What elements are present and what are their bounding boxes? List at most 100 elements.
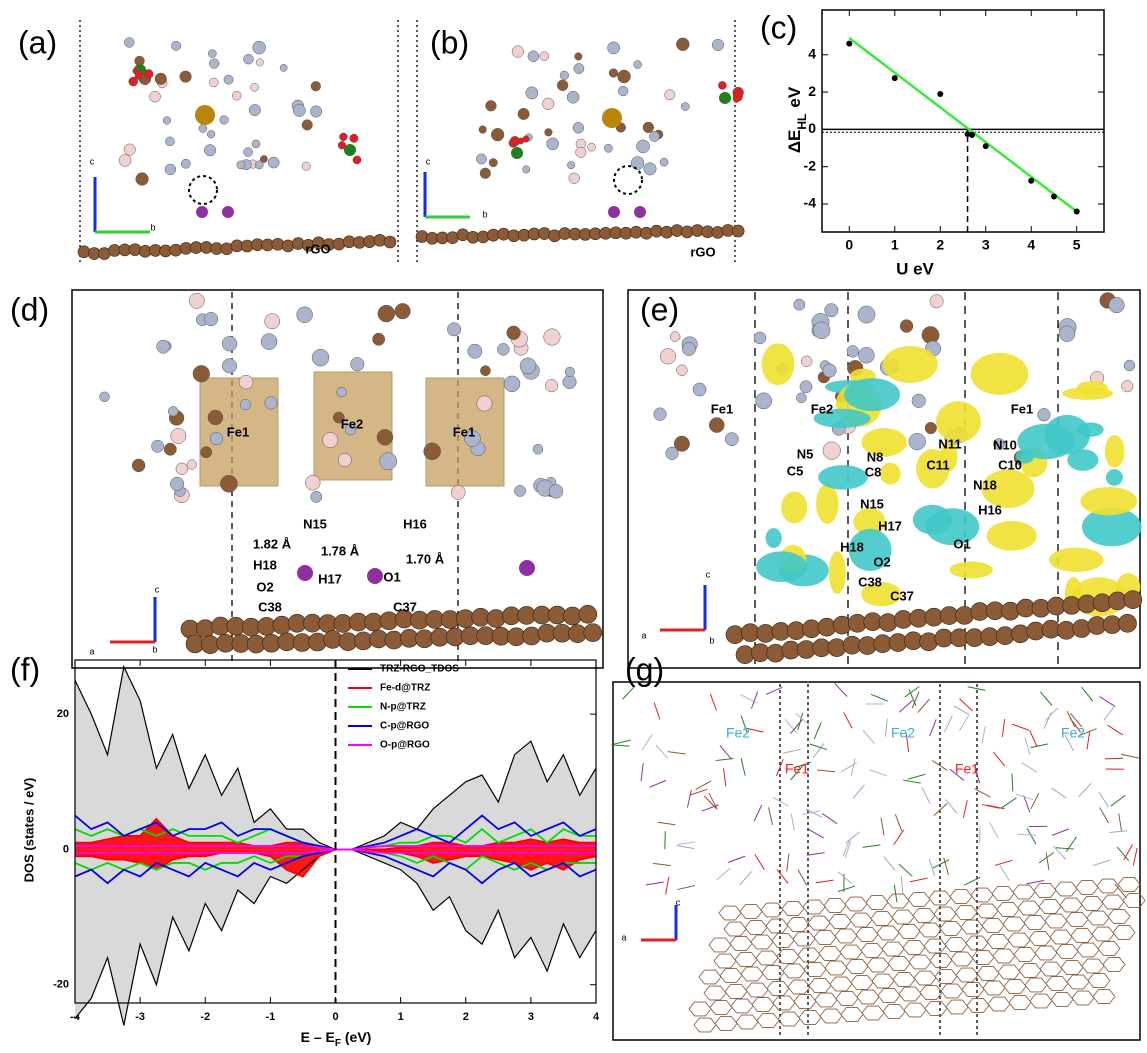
- bond: [807, 853, 825, 856]
- graphene-ring: [704, 986, 726, 1000]
- graphene-ring: [976, 904, 998, 918]
- atom-label: H18: [840, 539, 864, 554]
- bond: [710, 694, 716, 711]
- graphene-ring: [803, 900, 825, 914]
- atom-label: Fe2: [341, 416, 363, 431]
- atom: [209, 78, 218, 87]
- atom-label: Fe2: [811, 401, 833, 416]
- density-blob: [829, 551, 846, 594]
- graphene-ring: [993, 949, 1015, 963]
- atom: [540, 52, 549, 61]
- atom: [956, 606, 974, 624]
- graphene-ring: [714, 954, 736, 968]
- graphene-ring: [877, 926, 899, 940]
- atom: [1073, 620, 1091, 638]
- atom: [514, 485, 525, 496]
- bond: [728, 856, 745, 862]
- bond: [754, 805, 762, 821]
- y-tick-label: -2: [804, 157, 817, 173]
- atom: [447, 323, 460, 336]
- atom-label: 1.82 Å: [253, 536, 292, 551]
- atom: [670, 332, 680, 342]
- bond: [1044, 712, 1051, 728]
- bond: [668, 752, 686, 754]
- atom: [244, 148, 253, 157]
- graphene-ring: [1013, 885, 1035, 899]
- bond: [1031, 793, 1039, 809]
- point: [969, 132, 975, 138]
- graphene-ring: [746, 983, 768, 997]
- atom: [310, 106, 321, 117]
- bond: [1087, 732, 1090, 750]
- bond: [1022, 763, 1037, 773]
- atom: [549, 230, 561, 242]
- graphene-ring: [835, 929, 857, 943]
- atom-label: Fe1: [227, 424, 249, 439]
- graphene-ring: [752, 998, 774, 1012]
- density-blob: [971, 353, 1029, 395]
- bond: [1000, 865, 1009, 880]
- bond: [1124, 844, 1133, 860]
- bond: [1025, 737, 1030, 754]
- graphene-ring: [1056, 945, 1078, 959]
- graphene-ring: [815, 993, 837, 1007]
- graphene-ring: [1076, 881, 1098, 895]
- atom: [377, 429, 393, 445]
- graphene-ring: [899, 987, 921, 1001]
- bond: [740, 871, 752, 885]
- atom: [208, 410, 223, 425]
- graphene-ring: [887, 894, 909, 908]
- graphene-ring: [804, 963, 826, 977]
- graphene-ring: [862, 1006, 884, 1020]
- atom: [660, 349, 676, 365]
- atom: [136, 173, 149, 186]
- x-tick-label: 4: [593, 1011, 600, 1023]
- bond: [741, 758, 745, 776]
- atom: [476, 154, 486, 164]
- atom-label: H17: [318, 571, 342, 586]
- graphene-ring: [972, 951, 994, 965]
- bond: [895, 814, 901, 831]
- graphene-ring: [967, 999, 989, 1013]
- graphene-ring: [778, 1012, 800, 1026]
- bond: [863, 730, 875, 744]
- atom-label: rGO: [305, 241, 330, 256]
- atom: [712, 226, 724, 238]
- atom: [520, 358, 536, 374]
- bond: [822, 813, 837, 823]
- atom: [395, 303, 411, 319]
- bond: [654, 702, 660, 719]
- atom: [1059, 326, 1075, 342]
- atom: [168, 406, 178, 416]
- graphene-ring: [1029, 932, 1051, 946]
- graphene-ring: [1077, 943, 1099, 957]
- axis-letter: b: [709, 635, 714, 645]
- bond: [785, 719, 797, 733]
- atom: [794, 299, 805, 310]
- graphene-ring: [782, 902, 804, 916]
- bond: [666, 877, 669, 895]
- bond: [798, 869, 807, 885]
- atom: [547, 138, 559, 150]
- graphene-ring: [788, 980, 810, 994]
- bond: [846, 832, 860, 843]
- graphene-ring: [925, 1002, 947, 1016]
- axis-letter: a: [621, 932, 626, 942]
- atom: [196, 620, 214, 638]
- legend-label: C-p@RGO: [380, 721, 429, 732]
- graphene-ring: [856, 928, 878, 942]
- atom-label: C37: [890, 588, 914, 603]
- bond: [899, 864, 912, 876]
- graphene-ring: [1093, 990, 1115, 1004]
- atom: [518, 108, 529, 119]
- atom: [350, 134, 358, 142]
- bond: [894, 830, 904, 845]
- atom: [1122, 380, 1133, 391]
- graphene-ring: [1025, 978, 1047, 992]
- graphene-ring: [699, 970, 721, 984]
- bond: [993, 752, 1004, 766]
- atom: [250, 83, 258, 91]
- y-axis-label-part: HL: [795, 114, 809, 130]
- bond: [894, 885, 897, 903]
- atom: [557, 80, 568, 91]
